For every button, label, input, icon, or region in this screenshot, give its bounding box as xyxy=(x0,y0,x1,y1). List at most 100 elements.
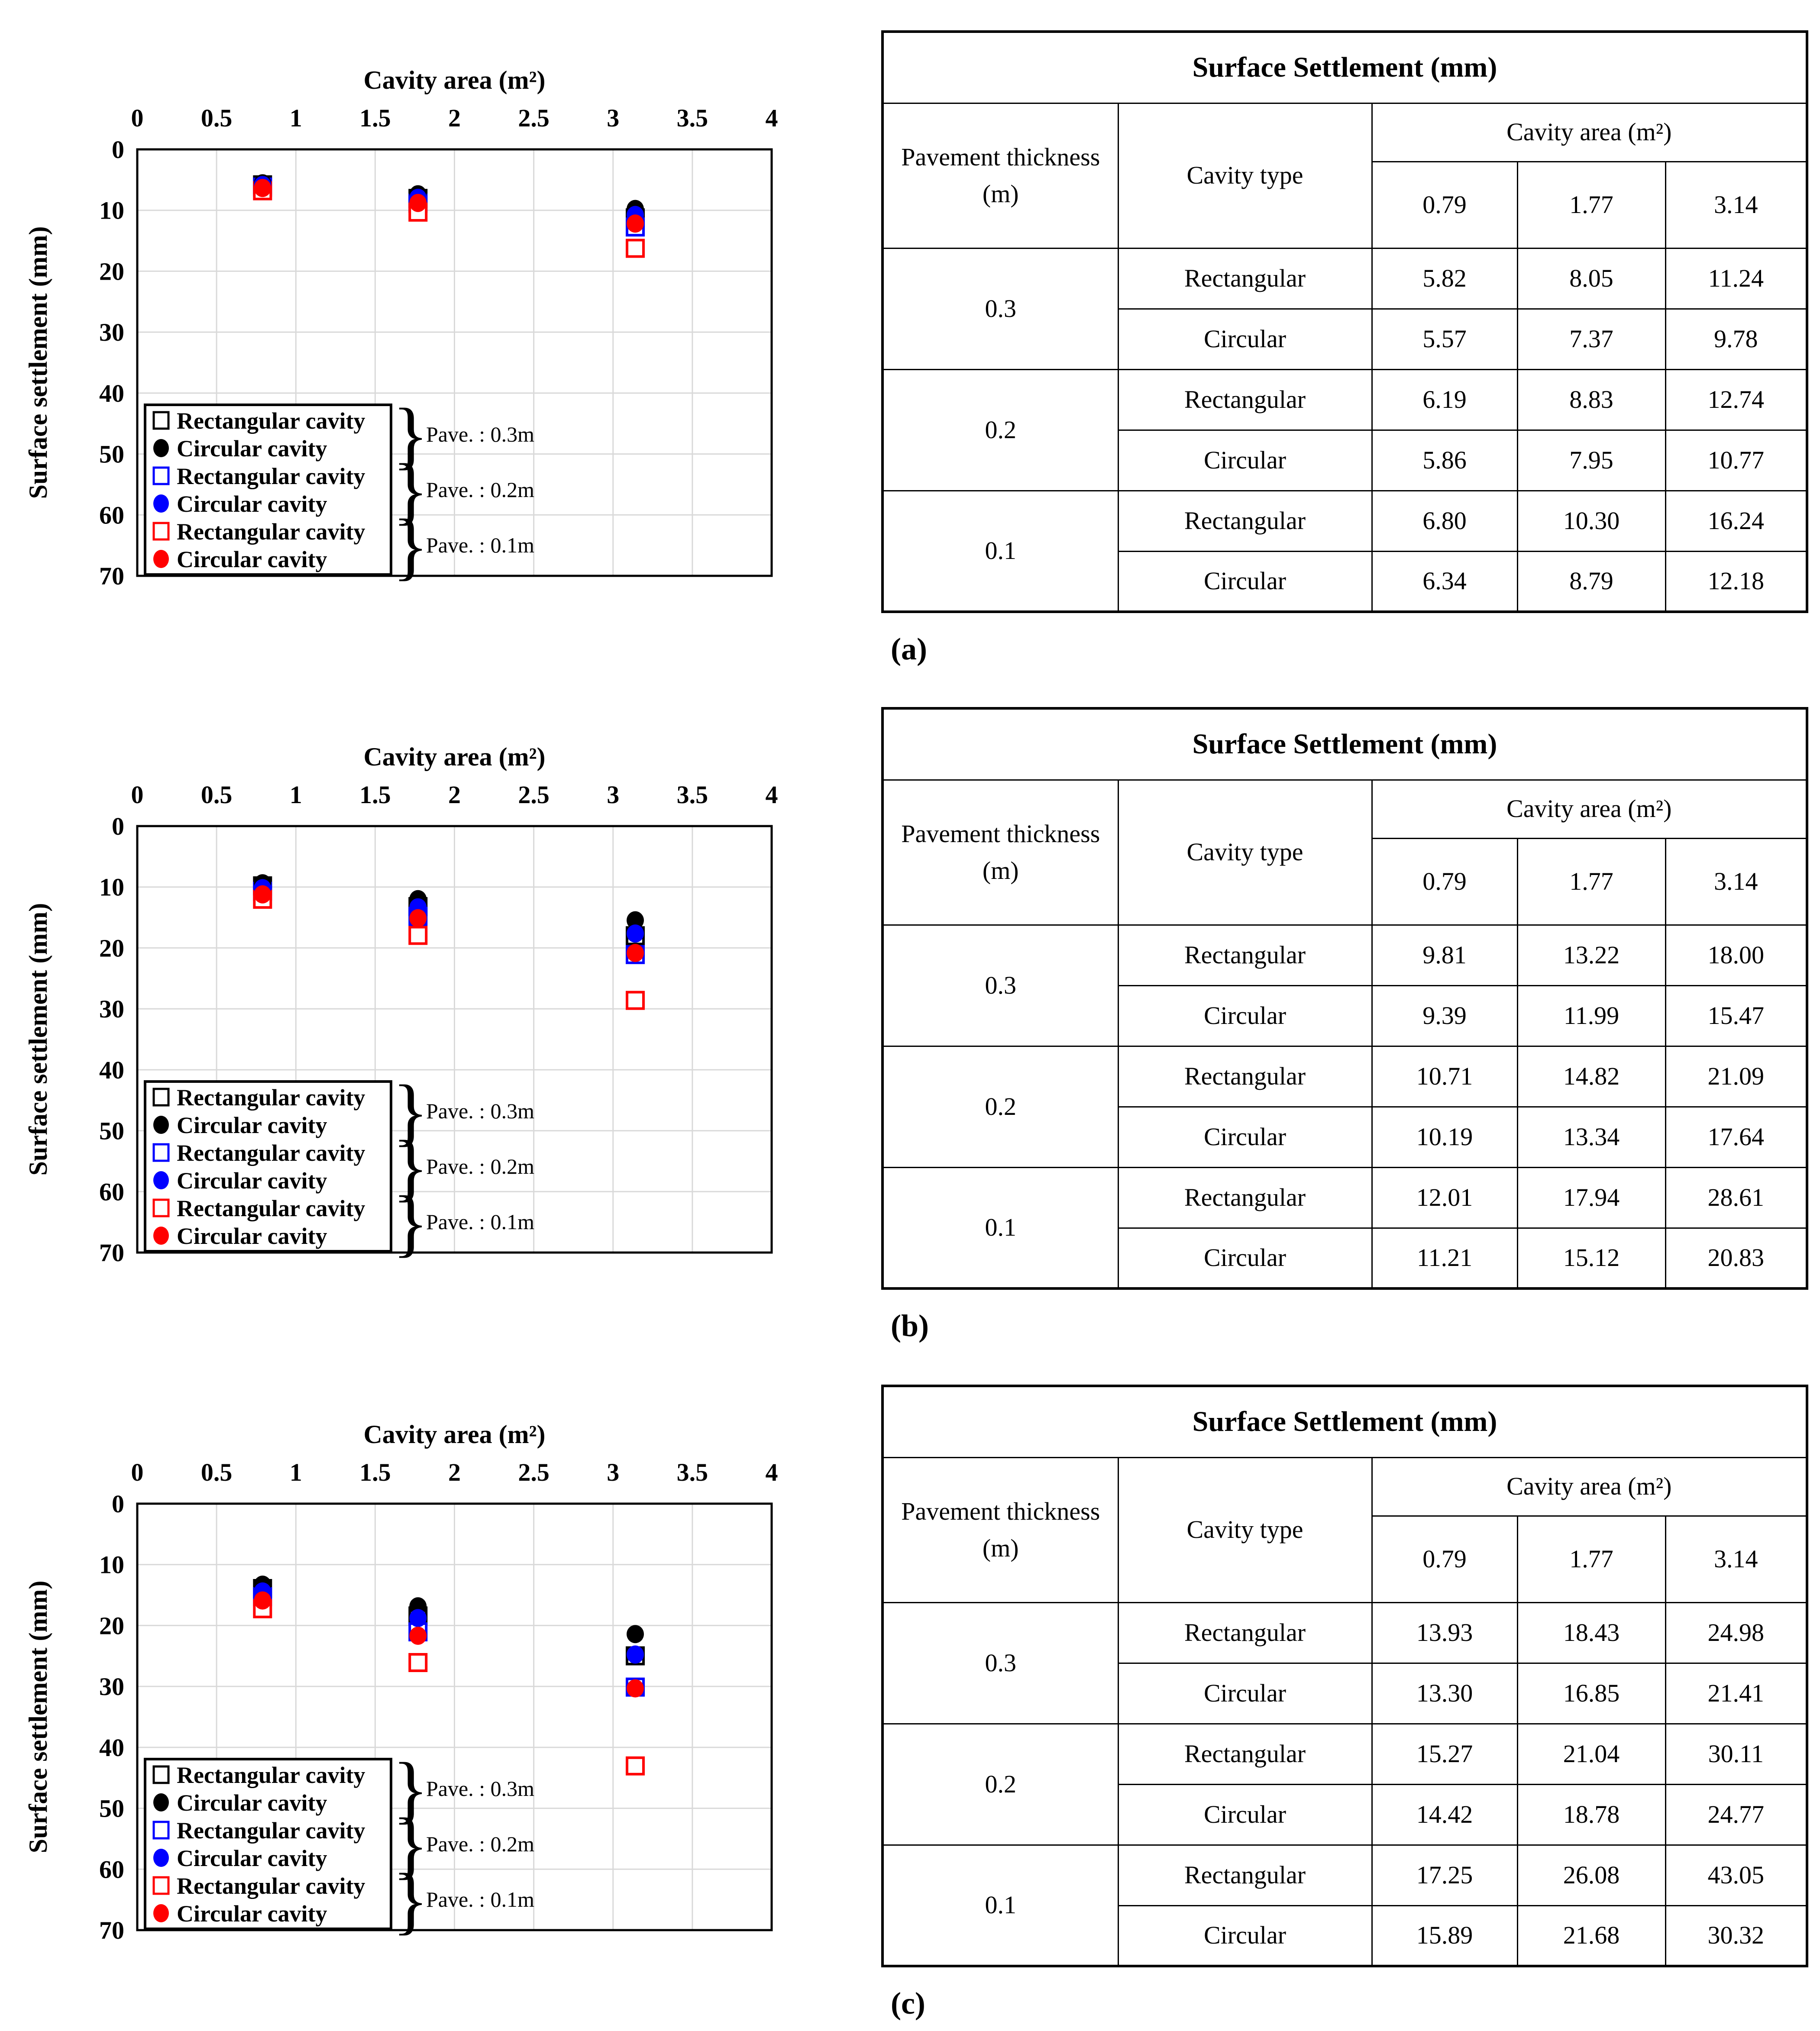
data-point-open-square xyxy=(408,926,428,945)
x-tick-label: 3 xyxy=(607,781,619,809)
value-cell: 18.43 xyxy=(1516,1602,1666,1664)
y-tick-label: 60 xyxy=(99,501,124,529)
x-axis-title: Cavity area (m²) xyxy=(363,743,545,771)
legend-open-square-icon xyxy=(152,522,170,541)
legend-box xyxy=(144,1080,392,1253)
data-point-filled-circle xyxy=(409,1609,427,1627)
value-cell: 17.94 xyxy=(1516,1166,1666,1229)
legend-group-label: Pave. : 0.1m xyxy=(426,533,534,557)
legend-filled-circle-icon xyxy=(153,494,169,513)
cavity-type-cell: Circular xyxy=(1117,429,1373,491)
x-tick-label: 4 xyxy=(766,104,778,132)
thickness-cell: 0.3 xyxy=(882,1602,1119,1724)
header-cavity-type: Cavity type xyxy=(1117,1456,1373,1603)
chart-c: Cavity area (m²) 0 0.5 1 1.5 2 2.5 3 3.5 4 Surface… xyxy=(0,1354,879,2031)
value-cell: 15.12 xyxy=(1516,1227,1666,1289)
data-point-open-square xyxy=(626,1756,645,1776)
value-cell: 14.82 xyxy=(1516,1045,1666,1108)
legend-label: Circular cavity xyxy=(177,1845,327,1871)
thickness-cell: 0.2 xyxy=(882,1723,1119,1846)
value-cell: 12.74 xyxy=(1665,368,1808,431)
table-title: Surface Settlement (mm) xyxy=(882,31,1808,104)
y-tick-label: 60 xyxy=(99,1178,124,1206)
cavity-type-cell: Rectangular xyxy=(1117,1723,1373,1785)
table-title: Surface Settlement (mm) xyxy=(882,707,1808,781)
scatter-plot: Cavity area (m²) 0 0.5 1 1.5 2 2.5 3 3.5 4 Surface… xyxy=(24,66,778,590)
header-pavement-thickness: Pavement thickness (m) xyxy=(882,779,1119,926)
table-row: Circular 10.19 13.34 17.64 xyxy=(883,1106,1808,1168)
area-column-label: 1.77 xyxy=(1516,161,1666,249)
x-tick-label: 4 xyxy=(766,1458,778,1486)
y-tick-label: 50 xyxy=(99,1117,124,1145)
value-cell: 10.77 xyxy=(1665,429,1808,491)
x-tick-label: 0.5 xyxy=(201,781,233,809)
brace-icon: } xyxy=(392,1125,429,1209)
value-cell: 10.19 xyxy=(1371,1106,1518,1168)
data-point-filled-circle xyxy=(627,911,644,930)
legend-label: Rectangular cavity xyxy=(177,1873,365,1899)
table-row: Circular 6.34 8.79 12.18 xyxy=(883,550,1808,613)
value-cell: 5.86 xyxy=(1371,429,1518,491)
table-area-c: Surface Settlement (mm) Pavement thicknes… xyxy=(881,1385,1809,2021)
value-cell: 24.98 xyxy=(1665,1602,1808,1664)
table-row: 0.2 Rectangular 10.71 14.82 21.09 xyxy=(882,1045,1808,1168)
x-axis-title: Cavity area (m²) xyxy=(363,1420,545,1449)
area-column-label: 0.79 xyxy=(1371,1515,1518,1603)
value-cell: 14.42 xyxy=(1371,1783,1518,1846)
x-axis-title: Cavity area (m²) xyxy=(363,66,545,94)
y-tick-label: 0 xyxy=(112,1490,124,1518)
data-point-open-square xyxy=(408,1653,428,1672)
value-cell: 7.37 xyxy=(1516,308,1666,370)
x-tick-label: 2.5 xyxy=(518,1458,550,1486)
table-row: Circular 5.86 7.95 10.77 xyxy=(883,429,1808,491)
x-tick-label: 2 xyxy=(448,104,461,132)
value-cell: 21.04 xyxy=(1516,1723,1666,1785)
legend-label: Circular cavity xyxy=(177,491,327,517)
table-row: 0.1 Rectangular 17.25 26.08 43.05 xyxy=(882,1844,1808,1967)
table-row: 0.2 Rectangular 15.27 21.04 30.11 xyxy=(882,1723,1808,1846)
value-cell: 13.93 xyxy=(1371,1602,1518,1664)
x-tick-label: 1.5 xyxy=(359,1458,391,1486)
value-cell: 7.95 xyxy=(1516,429,1666,491)
legend-filled-circle-icon xyxy=(153,1227,169,1245)
value-cell: 43.05 xyxy=(1665,1844,1808,1906)
legend-label: Rectangular cavity xyxy=(177,1195,365,1221)
x-tick-label: 2.5 xyxy=(518,104,550,132)
legend-open-square-icon xyxy=(152,1765,170,1784)
legend-label: Rectangular cavity xyxy=(177,519,365,545)
x-tick-label: 0.5 xyxy=(201,1458,233,1486)
y-tick-label: 40 xyxy=(99,1734,124,1762)
data-point-filled-circle xyxy=(254,885,272,904)
legend-label: Circular cavity xyxy=(177,1168,327,1194)
header-cavity-type: Cavity type xyxy=(1117,102,1373,249)
cavity-type-cell: Rectangular xyxy=(1117,924,1373,986)
value-cell: 16.24 xyxy=(1665,490,1808,552)
value-cell: 8.05 xyxy=(1516,247,1666,310)
y-tick-label: 0 xyxy=(112,136,124,164)
data-point-open-square xyxy=(626,991,645,1010)
legend-group-label: Pave. : 0.3m xyxy=(426,1776,534,1801)
legend-label: Circular cavity xyxy=(177,1112,327,1138)
value-cell: 15.89 xyxy=(1371,1905,1518,1967)
y-tick-label: 50 xyxy=(99,1795,124,1823)
y-tick-label: 10 xyxy=(99,1551,124,1579)
plot-border xyxy=(136,825,773,1254)
legend-label: Circular cavity xyxy=(177,1790,327,1816)
header-pavement-thickness: Pavement thickness (m) xyxy=(882,1456,1119,1603)
thickness-cell: 0.1 xyxy=(882,1844,1119,1967)
value-cell: 11.21 xyxy=(1371,1227,1518,1289)
y-axis-title: Surface settlement (mm) xyxy=(24,1581,52,1853)
value-cell: 13.22 xyxy=(1516,924,1666,986)
legend-group-label: Pave. : 0.2m xyxy=(426,1154,534,1179)
legend-label: Rectangular cavity xyxy=(177,463,365,489)
table-row: 0.2 Rectangular 6.19 8.83 12.74 xyxy=(882,368,1808,491)
value-cell: 8.79 xyxy=(1516,550,1666,613)
value-cell: 30.32 xyxy=(1665,1905,1808,1967)
value-cell: 9.78 xyxy=(1665,308,1808,370)
legend-filled-circle-icon xyxy=(153,1793,169,1811)
legend-label: Rectangular cavity xyxy=(177,1762,365,1788)
cavity-type-cell: Circular xyxy=(1117,1227,1373,1289)
value-cell: 5.57 xyxy=(1371,308,1518,370)
y-tick-label: 40 xyxy=(99,1056,124,1084)
legend-label: Rectangular cavity xyxy=(177,1818,365,1844)
